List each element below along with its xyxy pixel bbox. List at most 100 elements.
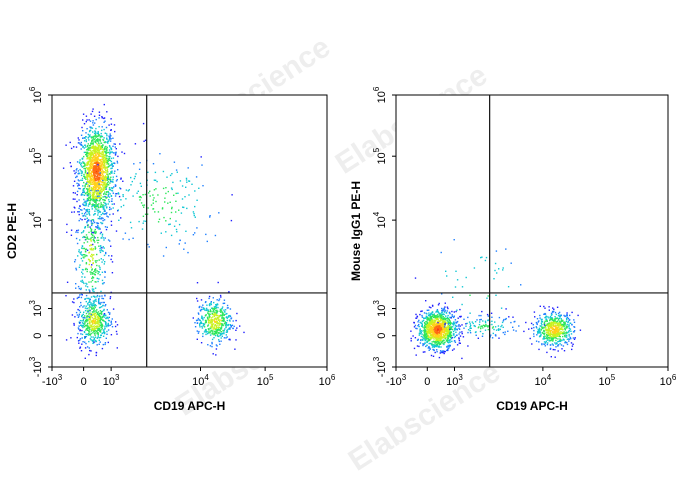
data-point xyxy=(111,189,113,192)
data-point xyxy=(92,290,94,292)
data-point xyxy=(105,182,108,185)
data-point xyxy=(97,322,99,325)
data-point xyxy=(557,338,559,340)
data-point xyxy=(104,162,106,164)
data-point xyxy=(436,324,439,326)
data-point xyxy=(96,142,98,145)
data-point xyxy=(435,316,437,319)
data-point xyxy=(485,256,488,259)
data-point xyxy=(111,172,113,174)
data-point xyxy=(95,196,97,199)
data-point xyxy=(422,339,424,341)
data-point xyxy=(541,321,543,323)
data-point xyxy=(223,309,225,311)
data-point xyxy=(117,209,119,211)
data-point xyxy=(104,120,106,122)
data-point xyxy=(104,154,106,157)
data-point xyxy=(81,212,83,215)
data-point xyxy=(103,160,106,162)
data-point xyxy=(235,339,237,341)
data-point xyxy=(87,174,89,176)
data-point xyxy=(215,332,217,335)
data-point xyxy=(104,146,106,148)
data-point xyxy=(94,199,97,202)
data-point xyxy=(100,167,102,169)
data-point xyxy=(214,312,216,315)
data-point xyxy=(502,331,504,334)
data-point xyxy=(429,315,431,318)
data-point xyxy=(414,337,417,339)
data-point xyxy=(96,332,98,335)
data-point xyxy=(194,205,196,208)
data-point xyxy=(554,337,556,339)
data-point xyxy=(420,331,422,334)
data-point xyxy=(437,313,439,316)
data-point xyxy=(205,307,208,310)
data-point xyxy=(106,196,108,199)
data-point xyxy=(97,162,100,164)
data-point xyxy=(94,248,96,250)
data-point xyxy=(563,326,565,328)
data-point xyxy=(72,185,75,187)
data-point xyxy=(133,163,135,165)
data-point xyxy=(443,334,445,336)
data-point xyxy=(107,140,109,142)
data-point xyxy=(101,117,103,119)
data-point xyxy=(99,251,102,254)
data-point xyxy=(112,162,114,164)
data-point xyxy=(206,308,208,311)
data-point xyxy=(571,345,574,347)
data-point xyxy=(535,326,537,328)
data-point xyxy=(97,236,99,239)
data-point xyxy=(564,315,566,318)
data-point xyxy=(473,325,476,327)
data-point xyxy=(438,312,440,314)
data-point xyxy=(105,171,107,174)
data-point xyxy=(87,188,89,190)
data-point xyxy=(73,298,75,300)
data-point xyxy=(96,179,99,181)
data-point xyxy=(97,239,100,241)
data-point xyxy=(89,313,92,315)
data-point xyxy=(98,245,100,247)
data-point xyxy=(541,343,543,345)
data-point xyxy=(106,163,108,165)
data-point xyxy=(228,291,230,293)
data-point xyxy=(96,169,98,171)
data-point xyxy=(547,326,550,329)
data-point xyxy=(554,342,556,344)
data-point xyxy=(90,271,92,274)
data-point xyxy=(81,271,83,273)
data-point xyxy=(98,154,100,156)
data-point xyxy=(498,337,500,339)
data-point xyxy=(76,200,78,203)
data-point xyxy=(99,192,101,194)
data-point xyxy=(529,337,531,340)
data-point xyxy=(106,330,108,333)
data-point xyxy=(96,264,98,267)
data-point xyxy=(94,184,96,186)
data-point xyxy=(98,169,100,171)
data-point xyxy=(432,331,435,333)
data-point xyxy=(102,156,104,159)
data-point xyxy=(219,308,222,311)
data-point xyxy=(204,309,206,311)
data-point xyxy=(97,139,100,141)
data-point xyxy=(95,190,97,192)
data-point xyxy=(560,322,562,324)
data-point xyxy=(90,229,93,232)
data-point xyxy=(81,337,83,339)
data-point xyxy=(432,329,434,331)
data-point xyxy=(449,316,451,319)
data-point xyxy=(562,319,564,322)
data-point xyxy=(478,314,480,317)
data-point xyxy=(66,231,68,233)
data-point xyxy=(433,346,436,348)
y-tick-label: 103 xyxy=(28,300,44,317)
data-point xyxy=(104,331,106,334)
data-point xyxy=(100,135,102,137)
data-point xyxy=(106,148,108,150)
data-point xyxy=(170,211,173,214)
data-point xyxy=(106,169,108,172)
data-point xyxy=(88,304,91,306)
